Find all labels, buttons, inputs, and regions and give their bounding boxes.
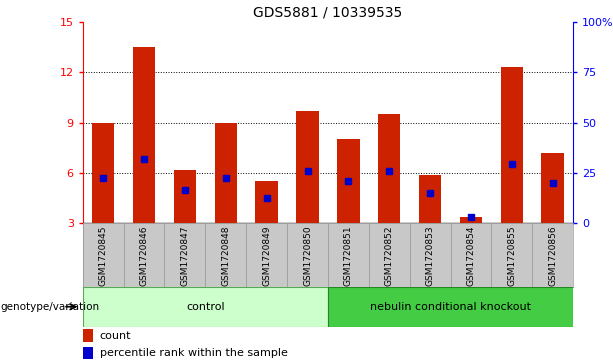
Text: GSM1720854: GSM1720854 xyxy=(466,226,476,286)
Text: percentile rank within the sample: percentile rank within the sample xyxy=(100,348,287,358)
Text: genotype/variation: genotype/variation xyxy=(1,302,100,312)
Text: GSM1720852: GSM1720852 xyxy=(385,226,394,286)
Bar xyxy=(83,347,93,359)
Bar xyxy=(92,122,115,223)
Text: GSM1720850: GSM1720850 xyxy=(303,226,312,286)
Bar xyxy=(492,223,532,287)
Bar xyxy=(532,223,573,287)
Bar xyxy=(460,217,482,223)
Bar xyxy=(256,181,278,223)
Bar xyxy=(205,223,246,287)
Title: GDS5881 / 10339535: GDS5881 / 10339535 xyxy=(253,5,403,19)
Bar xyxy=(328,223,369,287)
Text: GSM1720847: GSM1720847 xyxy=(180,226,189,286)
Bar xyxy=(328,287,573,327)
Bar xyxy=(164,223,205,287)
Bar xyxy=(83,223,124,287)
Bar xyxy=(287,223,328,287)
Bar xyxy=(369,223,409,287)
Bar xyxy=(501,67,523,223)
Text: count: count xyxy=(100,331,131,341)
Text: GSM1720853: GSM1720853 xyxy=(425,226,435,286)
Text: GSM1720849: GSM1720849 xyxy=(262,226,271,286)
Text: GSM1720851: GSM1720851 xyxy=(344,226,353,286)
Bar xyxy=(378,114,400,223)
Bar xyxy=(124,223,164,287)
Bar xyxy=(83,287,328,327)
Text: GSM1720848: GSM1720848 xyxy=(221,226,230,286)
Text: control: control xyxy=(186,302,225,312)
Bar xyxy=(246,223,287,287)
Text: GSM1720845: GSM1720845 xyxy=(99,226,108,286)
Bar xyxy=(296,111,319,223)
Bar xyxy=(337,139,360,223)
Bar xyxy=(133,47,155,223)
Bar xyxy=(83,329,93,342)
Bar xyxy=(173,170,196,223)
Bar xyxy=(215,122,237,223)
Text: nebulin conditional knockout: nebulin conditional knockout xyxy=(370,302,531,312)
Bar xyxy=(451,223,492,287)
Text: GSM1720846: GSM1720846 xyxy=(140,226,148,286)
Bar xyxy=(541,153,564,223)
Bar xyxy=(419,175,441,223)
Text: GSM1720855: GSM1720855 xyxy=(508,226,516,286)
Bar xyxy=(409,223,451,287)
Text: GSM1720856: GSM1720856 xyxy=(548,226,557,286)
